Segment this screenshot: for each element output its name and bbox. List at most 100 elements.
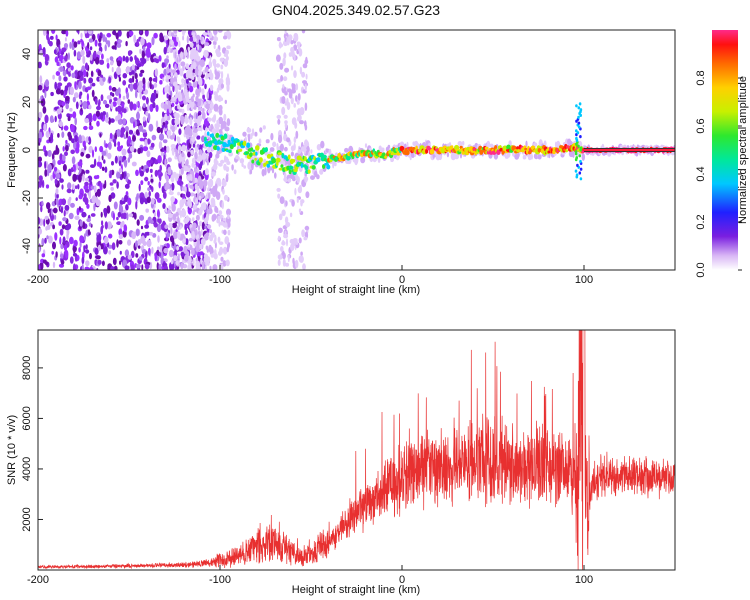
spectrogram-cell bbox=[47, 150, 52, 157]
spectrogram-spike-cell bbox=[579, 108, 583, 112]
spectrogram-cell bbox=[221, 120, 227, 129]
spectrogram-cell bbox=[225, 55, 229, 61]
spectrogram-cell bbox=[65, 95, 70, 101]
spectrogram-cell bbox=[69, 41, 72, 49]
spectrogram-cell bbox=[109, 56, 114, 61]
spectrogram-cell bbox=[100, 94, 104, 102]
spectrogram-cell bbox=[220, 159, 225, 164]
spectrogram-cell bbox=[290, 97, 294, 105]
spectrogram-cell bbox=[82, 221, 86, 230]
spectrogram-cell bbox=[145, 97, 149, 105]
spectrogram-cell bbox=[42, 30, 47, 36]
spectrogram-cell bbox=[139, 48, 142, 54]
spectrogram-cell bbox=[111, 169, 115, 176]
spectrogram-cell bbox=[104, 166, 108, 173]
snr-x-tick-label: 0 bbox=[399, 574, 405, 586]
spectrogram-cell bbox=[123, 224, 128, 233]
spectrogram-cell bbox=[136, 263, 141, 269]
spectrogram-cell bbox=[301, 30, 306, 34]
spectrogram-cell bbox=[228, 151, 234, 157]
spectrogram-cell bbox=[530, 153, 534, 160]
spectrogram-cell bbox=[201, 111, 206, 120]
spectrogram-cell bbox=[135, 78, 138, 84]
spectrogram-cell bbox=[53, 166, 58, 172]
spectrogram-cell bbox=[87, 30, 93, 35]
spectrogram-cell bbox=[80, 32, 83, 39]
spectrogram-cell bbox=[121, 148, 127, 156]
spectrogram-cell bbox=[282, 76, 288, 82]
spectrogram-cell bbox=[148, 247, 151, 256]
spectrogram-ridge-cell bbox=[405, 150, 410, 156]
spectrogram-cell bbox=[284, 230, 287, 235]
spectrogram-cell bbox=[78, 206, 81, 211]
spectrogram-cell bbox=[122, 55, 126, 62]
spectrogram-cell bbox=[210, 253, 215, 258]
spectrogram-cell bbox=[94, 247, 99, 255]
spectrogram-cell bbox=[150, 54, 155, 63]
spectrogram-ridge-cell bbox=[512, 146, 517, 150]
spectrogram-cell bbox=[174, 63, 177, 71]
spectrogram-cell bbox=[79, 101, 82, 105]
spectrogram-cell bbox=[283, 233, 289, 239]
spectrogram-cell bbox=[206, 66, 209, 73]
spectrogram-cell bbox=[193, 193, 196, 198]
spectrogram-cell bbox=[134, 72, 138, 80]
spectrogram-spike-cell bbox=[575, 104, 578, 108]
spectrogram-cell bbox=[154, 68, 159, 77]
spectrogram-cell bbox=[44, 169, 48, 177]
spectrogram-cell bbox=[83, 30, 88, 34]
spectrogram-cell bbox=[140, 37, 145, 46]
spectrogram-cell bbox=[158, 141, 163, 150]
spectrogram-cell bbox=[41, 253, 46, 258]
spectrogram-cell bbox=[82, 69, 87, 78]
spectrogram-cell bbox=[166, 145, 170, 153]
spectrogram-cell bbox=[173, 255, 178, 262]
spectrogram-cell bbox=[163, 68, 167, 76]
spectrogram-cell bbox=[486, 140, 491, 149]
spectrogram-cell bbox=[136, 219, 140, 226]
spectrogram-cell bbox=[213, 36, 219, 42]
spectrogram-cell bbox=[193, 118, 199, 123]
spectrogram-cell bbox=[226, 208, 231, 216]
spectrogram-cell bbox=[62, 236, 66, 245]
spectrogram-cell bbox=[94, 259, 97, 265]
spectrogram-cell bbox=[222, 246, 228, 255]
spectrogram-cell bbox=[155, 120, 159, 128]
spectrogram-cell bbox=[169, 262, 173, 270]
spectrogram-y-ticks: -40 -20 0 20 40 bbox=[21, 48, 43, 254]
spectrogram-cell bbox=[78, 247, 81, 253]
spectrogram-cell bbox=[56, 108, 61, 115]
spectrogram-cell bbox=[85, 169, 90, 174]
spectrogram-cell bbox=[142, 77, 146, 85]
spectrogram-cell bbox=[93, 158, 97, 167]
spectrogram-cell bbox=[181, 209, 187, 218]
spectrogram-cell bbox=[101, 220, 104, 226]
spectrogram-cell bbox=[58, 121, 64, 128]
spectrogram-cell bbox=[304, 83, 307, 92]
spectrogram-cell bbox=[176, 85, 180, 90]
spectrogram-cell bbox=[108, 76, 112, 84]
spectrogram-cell bbox=[51, 153, 55, 161]
spectrogram-cell bbox=[292, 257, 295, 265]
spectrogram-cell bbox=[165, 243, 170, 249]
spectrogram-cell bbox=[101, 166, 105, 171]
spectrogram-cell bbox=[69, 86, 74, 96]
spectrogram-cell bbox=[144, 176, 149, 182]
spectrogram-cell bbox=[129, 264, 135, 270]
spectrogram-cell bbox=[103, 207, 108, 214]
spectrogram-spike-cell bbox=[579, 159, 582, 164]
spectrogram-cell bbox=[184, 186, 187, 193]
spectrogram-cell bbox=[142, 146, 149, 152]
spectrogram-cell bbox=[106, 205, 111, 214]
spectrogram-cell bbox=[189, 117, 193, 126]
spectrogram-cell bbox=[177, 136, 181, 144]
spectrogram-spike-cell bbox=[576, 163, 579, 167]
spectrogram-cell bbox=[142, 95, 146, 101]
spectrogram-cell bbox=[44, 215, 49, 220]
snr-x-tick-label: -200 bbox=[27, 574, 49, 586]
spectrogram-cell bbox=[91, 195, 97, 204]
spectrogram-cell bbox=[80, 49, 85, 57]
spectrogram-cell bbox=[219, 221, 225, 226]
spectrogram-cell bbox=[111, 87, 117, 92]
spectrogram-cell bbox=[195, 246, 201, 253]
